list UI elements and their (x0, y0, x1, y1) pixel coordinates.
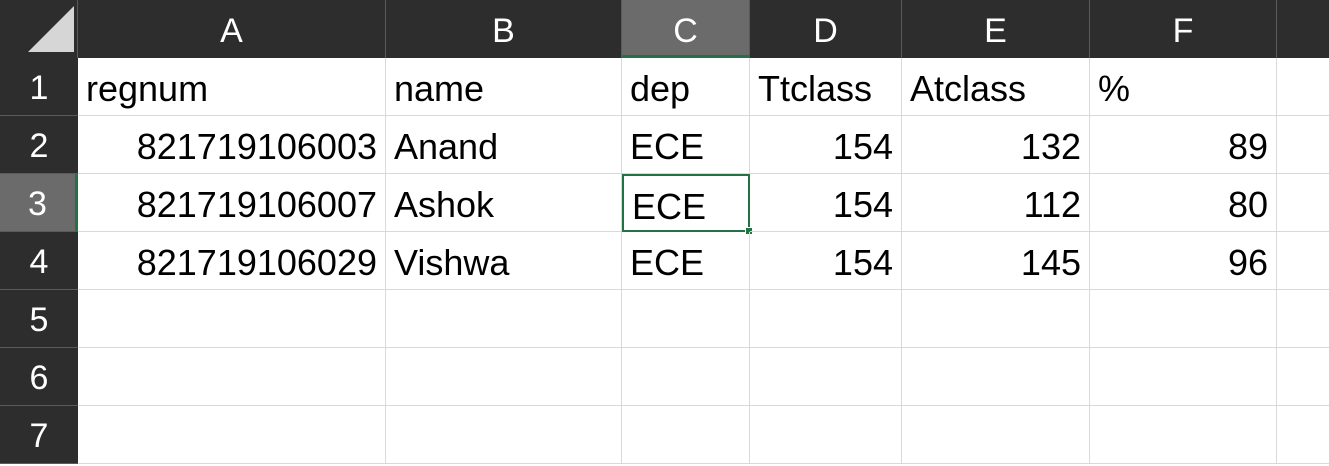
cell-partial[interactable] (1277, 406, 1329, 464)
cell-d3[interactable]: 154 (750, 174, 902, 232)
cell-partial[interactable] (1277, 174, 1329, 232)
cell-d6[interactable] (750, 348, 902, 406)
cell-b5[interactable] (386, 290, 622, 348)
column-header-c[interactable]: C (622, 0, 750, 58)
cell-b4[interactable]: Vishwa (386, 232, 622, 290)
cell-a1[interactable]: regnum (78, 58, 386, 116)
row-header-4[interactable]: 4 (0, 232, 78, 290)
cell-e6[interactable] (902, 348, 1090, 406)
row-header-2[interactable]: 2 (0, 116, 78, 174)
row-header-7[interactable]: 7 (0, 406, 78, 464)
cell-b2[interactable]: Anand (386, 116, 622, 174)
cell-f4[interactable]: 96 (1090, 232, 1277, 290)
cell-e1[interactable]: Atclass (902, 58, 1090, 116)
cell-e2[interactable]: 132 (902, 116, 1090, 174)
column-header-a[interactable]: A (78, 0, 386, 58)
cell-f6[interactable] (1090, 348, 1277, 406)
cell-d5[interactable] (750, 290, 902, 348)
cell-partial[interactable] (1277, 58, 1329, 116)
cell-d7[interactable] (750, 406, 902, 464)
cell-a5[interactable] (78, 290, 386, 348)
column-header-d[interactable]: D (750, 0, 902, 58)
cell-b6[interactable] (386, 348, 622, 406)
cell-c6[interactable] (622, 348, 750, 406)
cell-a6[interactable] (78, 348, 386, 406)
cell-partial[interactable] (1277, 290, 1329, 348)
cell-f1[interactable]: % (1090, 58, 1277, 116)
cell-b7[interactable] (386, 406, 622, 464)
cell-c2[interactable]: ECE (622, 116, 750, 174)
cell-f3[interactable]: 80 (1090, 174, 1277, 232)
row-header-6[interactable]: 6 (0, 348, 78, 406)
cell-c3[interactable]: ECE (622, 174, 750, 232)
cell-f5[interactable] (1090, 290, 1277, 348)
cell-c5[interactable] (622, 290, 750, 348)
cell-d1[interactable]: Ttclass (750, 58, 902, 116)
cell-c4[interactable]: ECE (622, 232, 750, 290)
cell-c1[interactable]: dep (622, 58, 750, 116)
cell-e3[interactable]: 112 (902, 174, 1090, 232)
row-header-1[interactable]: 1 (0, 58, 78, 116)
cell-b3[interactable]: Ashok (386, 174, 622, 232)
cell-partial[interactable] (1277, 348, 1329, 406)
cell-f7[interactable] (1090, 406, 1277, 464)
cell-a4[interactable]: 821719106029 (78, 232, 386, 290)
row-header-5[interactable]: 5 (0, 290, 78, 348)
cell-partial[interactable] (1277, 232, 1329, 290)
cell-a3[interactable]: 821719106007 (78, 174, 386, 232)
cell-e5[interactable] (902, 290, 1090, 348)
column-header-b[interactable]: B (386, 0, 622, 58)
cell-d4[interactable]: 154 (750, 232, 902, 290)
select-all-button[interactable] (0, 0, 78, 58)
column-header-f[interactable]: F (1090, 0, 1277, 58)
cell-a7[interactable] (78, 406, 386, 464)
cell-e7[interactable] (902, 406, 1090, 464)
column-header-partial[interactable] (1277, 0, 1329, 58)
cell-d2[interactable]: 154 (750, 116, 902, 174)
cell-f2[interactable]: 89 (1090, 116, 1277, 174)
select-all-triangle-icon (28, 6, 74, 52)
row-header-3[interactable]: 3 (0, 174, 78, 232)
cell-a2[interactable]: 821719106003 (78, 116, 386, 174)
cell-c7[interactable] (622, 406, 750, 464)
column-header-e[interactable]: E (902, 0, 1090, 58)
cell-e4[interactable]: 145 (902, 232, 1090, 290)
cell-b1[interactable]: name (386, 58, 622, 116)
cell-partial[interactable] (1277, 116, 1329, 174)
